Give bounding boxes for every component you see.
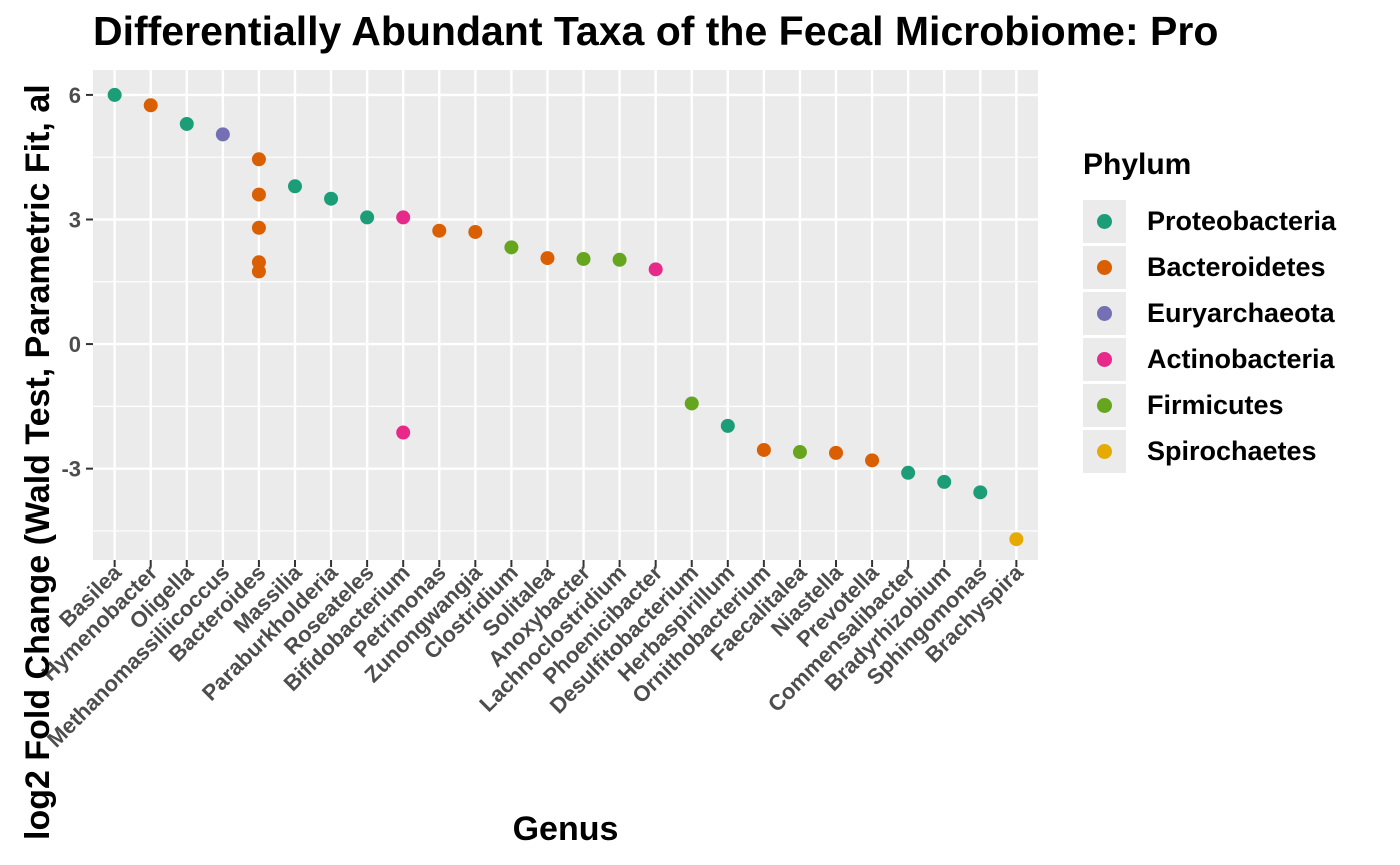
data-point-bacteroidetes [540, 251, 555, 266]
data-point-firmicutes [576, 251, 591, 266]
legend-title: Phylum [1083, 148, 1192, 181]
legend-item-firmicutes: Firmicutes [1083, 382, 1336, 428]
data-point-bacteroidetes [756, 442, 771, 457]
data-point-proteobacteria [360, 210, 375, 225]
y-axis-title: log2 Fold Change (Wald Test, Parametric … [19, 84, 57, 840]
plot-panel [93, 70, 1038, 560]
legend-label: Proteobacteria [1147, 205, 1337, 236]
legend-key [1083, 383, 1126, 427]
data-point-proteobacteria [107, 87, 122, 102]
y-tick-label: -3 [61, 457, 81, 482]
legend-key [1083, 199, 1126, 243]
data-point-actinobacteria [648, 262, 663, 277]
y-axis-ticks: 6 3 0 -3 [61, 83, 93, 482]
data-point-bacteroidetes [143, 98, 158, 113]
legend-key [1083, 429, 1126, 473]
data-point-euryarchaeota [215, 127, 230, 142]
data-point-spirochaetes [1009, 532, 1024, 547]
data-point-proteobacteria [287, 179, 302, 194]
legend-item-bacteroidetes: Bacteroidetes [1083, 244, 1336, 290]
legend-item-actinobacteria: Actinobacteria [1083, 336, 1336, 382]
grid-minor [93, 156, 1038, 532]
data-point-proteobacteria [901, 465, 916, 480]
legend-label: Actinobacteria [1147, 343, 1335, 374]
legend-item-euryarchaeota: Euryarchaeota [1083, 290, 1336, 336]
data-point-bacteroidetes [829, 445, 844, 460]
legend-label: Spirochaetes [1147, 435, 1317, 466]
y-tick-label: 0 [69, 332, 81, 357]
data-points [107, 87, 1024, 547]
chart-title: Differentially Abundant Taxa of the Feca… [93, 8, 1219, 54]
legend-item-proteobacteria: Proteobacteria [1083, 198, 1336, 244]
legend-dot-icon [1097, 397, 1112, 413]
legend-item-spirochaetes: Spirochaetes [1083, 428, 1336, 474]
legend-label: Firmicutes [1147, 389, 1284, 420]
data-point-bacteroidetes [251, 152, 266, 167]
data-point-proteobacteria [937, 474, 952, 489]
data-point-firmicutes [612, 252, 627, 267]
legend-dot-icon [1097, 305, 1112, 321]
data-point-firmicutes [792, 445, 807, 460]
y-tick-label: 3 [69, 207, 81, 232]
data-point-bacteroidetes [251, 220, 266, 235]
data-point-proteobacteria [720, 418, 735, 433]
x-axis-title: Genus [512, 810, 619, 848]
legend-items: Proteobacteria Bacteroidetes Euryarchaeota… [1083, 198, 1336, 474]
legend-dot-icon [1097, 443, 1112, 459]
data-point-proteobacteria [973, 485, 988, 500]
data-point-bacteroidetes [251, 187, 266, 202]
data-point-proteobacteria [324, 191, 339, 206]
legend-key [1083, 337, 1126, 381]
data-point-bacteroidetes [468, 224, 483, 239]
legend: Phylum Proteobacteria Bacteroidetes Euryar… [1083, 148, 1336, 474]
data-point-firmicutes [504, 240, 519, 255]
legend-label: Bacteroidetes [1147, 251, 1326, 282]
legend-dot-icon [1097, 351, 1112, 367]
data-point-firmicutes [684, 396, 699, 411]
data-point-actinobacteria [396, 425, 411, 440]
legend-key [1083, 291, 1126, 335]
data-point-bacteroidetes [865, 453, 880, 468]
data-point-bacteroidetes [432, 223, 447, 238]
legend-dot-icon [1097, 213, 1112, 229]
legend-key [1083, 245, 1126, 289]
x-axis-ticks: BasileaHymenobacterOligellaMethanomassil… [36, 559, 1028, 752]
data-point-bacteroidetes [251, 264, 266, 279]
data-point-proteobacteria [179, 116, 194, 131]
y-tick-label: 6 [69, 83, 81, 108]
grid-major [93, 70, 1038, 560]
legend-label: Euryarchaeota [1147, 297, 1335, 328]
legend-dot-icon [1097, 259, 1112, 275]
data-point-actinobacteria [396, 210, 411, 225]
